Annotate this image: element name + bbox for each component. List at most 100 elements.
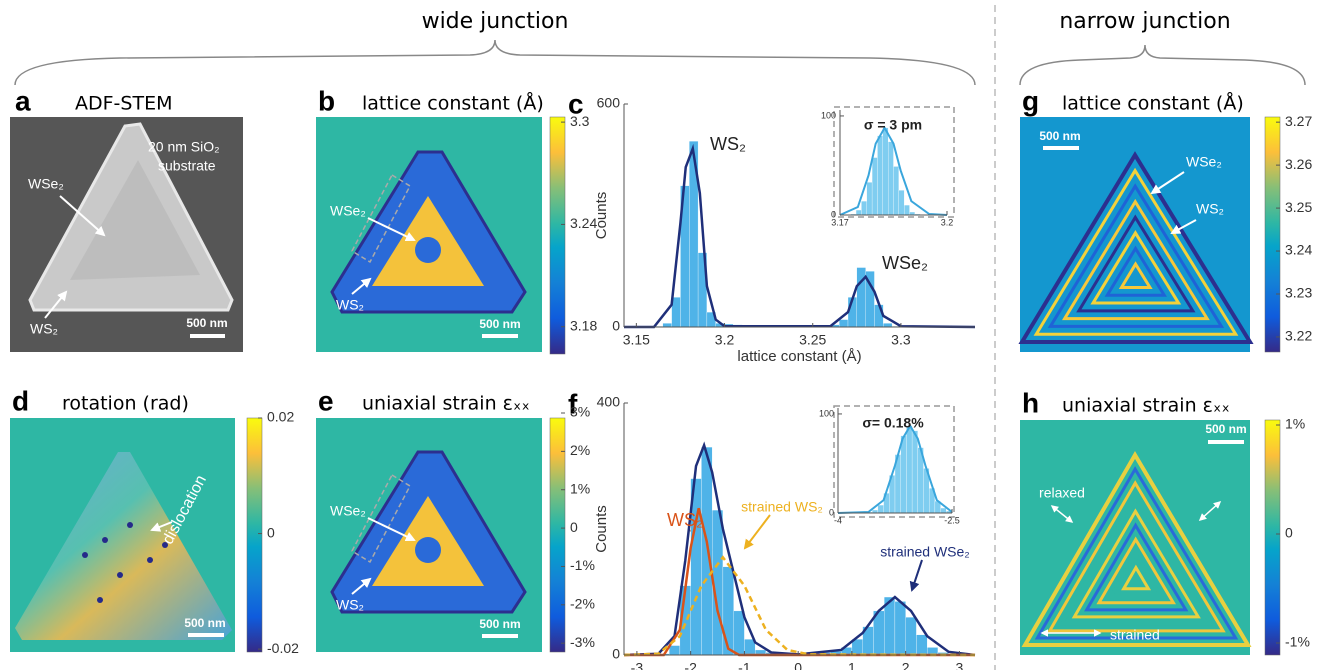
- brace: [1019, 44, 1306, 86]
- colorbar-tick-label: 3.22: [1285, 328, 1312, 344]
- histogram-bar: [871, 157, 878, 216]
- arrow: [351, 277, 372, 295]
- triangle-ring: [1096, 536, 1176, 605]
- flake-texture: [70, 160, 200, 280]
- triangle-ring: [1034, 466, 1239, 640]
- dislocation-cores: [82, 522, 168, 603]
- colorbar-tick-label: 3.27: [1285, 113, 1312, 129]
- histogram-bar: [701, 446, 713, 656]
- roi: [351, 173, 411, 264]
- colorbar-tick-label: -0.02: [267, 640, 299, 656]
- annotation: 20 nm SiO₂: [148, 139, 220, 155]
- arrow: [1050, 505, 1074, 523]
- scale-bar-label: 500 nm: [184, 616, 225, 630]
- histogram-bar: [893, 166, 899, 216]
- colorbar-tick-label: 0.02: [267, 409, 294, 425]
- y-tick-label: 400: [597, 394, 621, 410]
- panel-title: uniaxial strain εₓₓ: [362, 393, 530, 415]
- colorbar-tick-label: 3.18: [570, 317, 597, 333]
- core: [415, 537, 441, 563]
- colorbar-tick-label: 2%: [570, 442, 590, 458]
- triangle-ring: [1059, 494, 1214, 626]
- triangle-ring: [1076, 214, 1196, 313]
- panel-label: e: [318, 385, 334, 416]
- triangle-ring: [1090, 230, 1182, 305]
- histogram-bar: [904, 204, 910, 216]
- colorbar: [549, 417, 566, 653]
- core: [415, 237, 441, 263]
- histogram-bar: [882, 127, 889, 216]
- x-tick-label: 1: [848, 660, 856, 670]
- panel-title: ADF-STEM: [75, 93, 172, 115]
- histogram-bar: [669, 645, 681, 656]
- annotation: WS₂: [1196, 201, 1224, 217]
- histogram-bar: [898, 190, 905, 216]
- header-title: narrow junction: [1059, 9, 1230, 34]
- triangle-ring: [1121, 564, 1152, 591]
- colorbar-tick-label: 3%: [570, 404, 590, 420]
- y-tick-label: 100: [821, 110, 836, 120]
- colorbar-tick-label: 3.24: [1285, 242, 1312, 258]
- triangle-ring: [1021, 451, 1252, 647]
- colorbar-tick-label: -3%: [570, 634, 595, 650]
- x-tick-label: 3.15: [623, 332, 650, 348]
- x-tick-label: -2: [684, 660, 697, 670]
- annotation: WS₂: [336, 597, 364, 613]
- annotation: strained WSe₂: [880, 544, 969, 560]
- histogram-bar: [888, 141, 894, 216]
- scale-bar: [1208, 440, 1244, 444]
- y-tick-label: 0: [831, 209, 836, 219]
- arrow: [367, 517, 416, 542]
- lattice-map: [316, 117, 542, 352]
- arrow: [1170, 219, 1197, 234]
- colorbar-tick-label: 0: [1285, 525, 1293, 541]
- brace: [14, 39, 976, 86]
- arrow: [367, 217, 416, 242]
- histogram-bar: [905, 617, 917, 656]
- arrow: [44, 290, 68, 319]
- x-tick-label: -1: [738, 660, 751, 670]
- panel-label: c: [568, 88, 584, 119]
- histogram-bar: [911, 430, 918, 514]
- colorbar: [1264, 419, 1281, 656]
- panel-label: d: [12, 385, 29, 416]
- fit-curve: [623, 555, 976, 657]
- panel-label: f: [568, 388, 578, 419]
- histogram-bar: [839, 319, 849, 328]
- arrow: [1150, 171, 1185, 195]
- y-axis-label: Counts: [593, 505, 610, 553]
- histogram-bar: [733, 610, 745, 656]
- x-tick-label: 3.3: [891, 332, 911, 348]
- arrow: [59, 195, 106, 237]
- y-axis-label: Counts: [593, 192, 610, 240]
- colorbar-tick-label: 3.24: [570, 215, 597, 231]
- arrow: [351, 577, 372, 595]
- histogram-bar: [900, 435, 907, 514]
- histogram-bar: [906, 425, 913, 514]
- fit-curve: [624, 143, 976, 329]
- arrow: [909, 559, 923, 592]
- triangle-ring: [1118, 261, 1153, 289]
- y-tick-label: 0: [612, 646, 620, 662]
- y-tick-label: 600: [597, 95, 621, 111]
- colorbar-tick-label: -1%: [1285, 634, 1310, 650]
- panel-title: lattice constant (Å): [1062, 92, 1244, 115]
- colorbar-tick-label: 3.26: [1285, 156, 1312, 172]
- scale-bar: [482, 634, 518, 638]
- nested-triangles: [1018, 151, 1254, 344]
- scale-bar-label: 500 nm: [186, 316, 227, 330]
- histogram-bar: [722, 566, 734, 656]
- triangle-ring: [1084, 522, 1189, 612]
- triangle-ring: [1033, 167, 1239, 336]
- x-tick-label: 2: [902, 660, 910, 670]
- annotation: WS₂: [710, 134, 746, 154]
- colorbar-tick-label: 0: [267, 524, 275, 540]
- annotation: WSe₂: [330, 503, 366, 519]
- triangle-ring: [1071, 508, 1201, 619]
- panel-label: h: [1022, 387, 1039, 418]
- scale-bar: [190, 334, 225, 338]
- annotation: substrate: [158, 158, 216, 174]
- y-tick-label: 0: [829, 507, 834, 517]
- y-tick-label: 100: [819, 408, 834, 418]
- scale-bar-label: 500 nm: [1205, 422, 1246, 436]
